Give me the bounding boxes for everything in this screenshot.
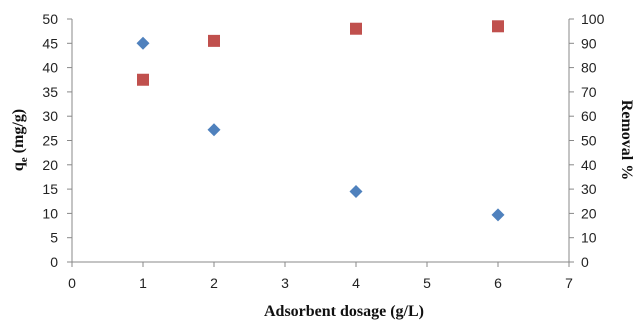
y-right-tick-label: 10	[581, 230, 597, 246]
x-axis-title: Adsorbent dosage (g/L)	[264, 303, 424, 320]
x-tick-label: 5	[423, 275, 431, 291]
x-tick-label: 6	[494, 275, 502, 291]
x-tick-label: 4	[352, 275, 360, 291]
square-data-point	[492, 20, 504, 33]
y-left-tick-label: 10	[42, 205, 58, 221]
y-right-tick-label: 30	[581, 181, 597, 197]
x-tick-label: 2	[210, 275, 218, 291]
axes	[67, 18, 574, 267]
y-left-tick-label: 25	[42, 133, 58, 149]
y-right-tick-label: 50	[581, 133, 597, 149]
y-right-tick-label: 70	[581, 84, 597, 100]
x-tick-label: 7	[565, 275, 573, 291]
y-left-tick-label: 15	[42, 181, 58, 197]
y-left-tick-label: 50	[42, 11, 58, 27]
y-left-tick-label: 0	[50, 254, 58, 270]
y-right-tick-label: 90	[581, 35, 597, 51]
y-left-axis-title: qe (mg/g)	[10, 109, 30, 171]
diamond-data-point	[491, 208, 505, 222]
x-tick-label: 3	[281, 275, 289, 291]
tick-labels: 0 1 2 3 4 5 6 705101520253035404550010203040506…	[42, 11, 604, 291]
y-left-axis-title-units: (mg/g)	[10, 109, 27, 157]
y-left-tick-label: 20	[42, 157, 58, 173]
y-left-tick-label: 35	[42, 84, 58, 100]
y-right-tick-label: 20	[581, 205, 597, 221]
y-right-tick-label: 40	[581, 157, 597, 173]
diamond-data-point	[136, 36, 150, 50]
square-data-point	[137, 73, 149, 86]
square-data-point	[208, 34, 220, 47]
square-data-point	[350, 22, 362, 35]
y-right-tick-label: 60	[581, 108, 597, 124]
y-right-tick-label: 0	[581, 254, 589, 270]
y-left-axis-title-subscript: e	[18, 157, 30, 162]
y-left-tick-label: 45	[42, 35, 58, 51]
y-left-axis-title-main: q	[10, 162, 27, 171]
y-right-tick-label: 100	[581, 11, 605, 27]
y-left-tick-label: 30	[42, 108, 58, 124]
y-left-tick-label: 40	[42, 60, 58, 76]
diamond-data-point	[207, 123, 221, 137]
data-points	[136, 20, 505, 222]
x-tick-label: 0	[68, 275, 76, 291]
diamond-data-point	[349, 185, 363, 199]
x-tick-label: 1	[139, 275, 147, 291]
y-right-axis-title: Removal %	[618, 100, 635, 180]
y-right-tick-label: 80	[581, 60, 597, 76]
y-left-tick-label: 5	[50, 230, 58, 246]
